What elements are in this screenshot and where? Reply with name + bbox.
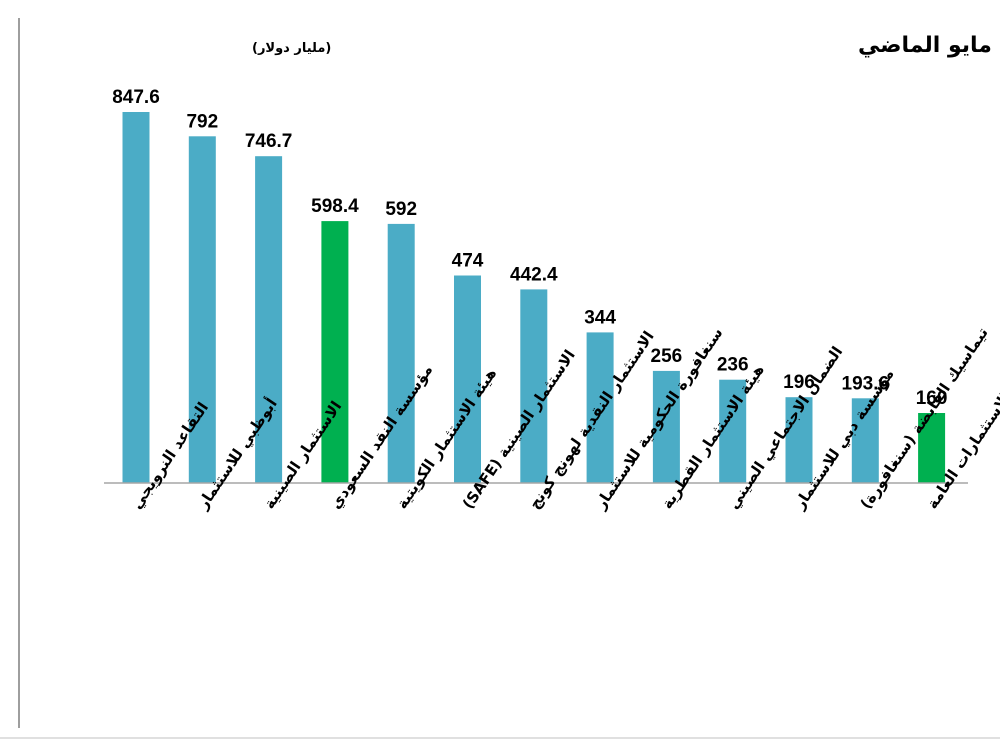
value-label-8: 344 xyxy=(584,307,616,328)
value-label-10: 236 xyxy=(717,355,749,376)
value-label-12: 193.6 xyxy=(842,373,890,394)
bar-12 xyxy=(851,398,879,483)
bar-7 xyxy=(520,289,548,483)
bar-6 xyxy=(454,275,481,483)
bar-3 xyxy=(255,156,283,483)
bar-9 xyxy=(652,370,680,483)
bar-11 xyxy=(785,397,813,483)
bar-2 xyxy=(188,136,216,484)
value-label-9: 256 xyxy=(651,346,683,367)
bar-1 xyxy=(122,112,150,483)
value-label-2: 792 xyxy=(186,111,218,132)
chart-unit: (مليار دولار) xyxy=(252,41,331,56)
value-label-11: 196 xyxy=(783,372,815,393)
bars-group xyxy=(122,112,946,484)
value-labels-group: 847.6 792 746.7 598.4 592 474 442.4 344 256 236 19… xyxy=(112,87,947,409)
value-label-6: 474 xyxy=(452,251,484,272)
bar-10 xyxy=(719,379,747,483)
value-label-1: 847.6 xyxy=(112,87,160,108)
bar-8 xyxy=(586,332,614,483)
chart-title: أكبر ١٣ صندوق سيادي في العالم بنهاية ماي… xyxy=(858,29,1000,58)
value-label-4: 598.4 xyxy=(311,196,359,217)
value-label-3: 746.7 xyxy=(245,131,293,152)
value-label-7: 442.4 xyxy=(510,264,558,285)
bar-13 xyxy=(918,413,946,483)
value-label-13: 160 xyxy=(916,388,948,409)
value-label-5: 592 xyxy=(385,199,417,220)
bar-5 xyxy=(387,223,415,483)
bar-4 xyxy=(321,221,349,483)
